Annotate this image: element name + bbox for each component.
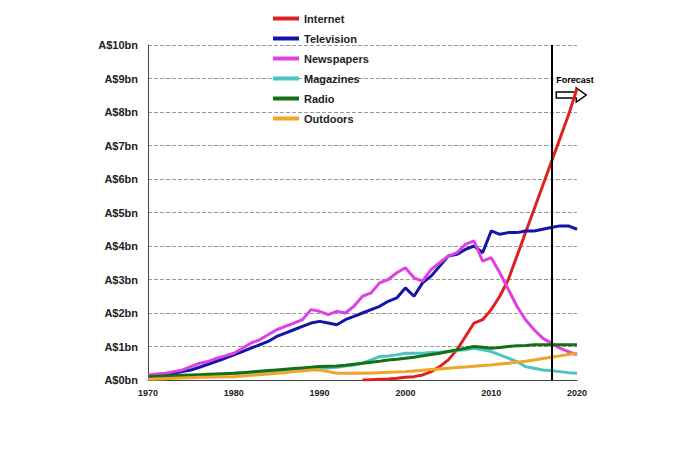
- svg-text:2010: 2010: [481, 388, 501, 398]
- svg-text:Radio: Radio: [304, 93, 335, 105]
- svg-text:A$3bn: A$3bn: [104, 274, 138, 286]
- svg-text:2020: 2020: [567, 388, 587, 398]
- svg-text:Television: Television: [304, 33, 357, 45]
- svg-text:Outdoors: Outdoors: [304, 113, 354, 125]
- svg-text:A$8bn: A$8bn: [104, 106, 138, 118]
- svg-text:Newspapers: Newspapers: [304, 53, 369, 65]
- svg-text:A$0bn: A$0bn: [104, 374, 138, 386]
- svg-text:A$10bn: A$10bn: [98, 39, 138, 51]
- svg-text:A$7bn: A$7bn: [104, 140, 138, 152]
- svg-text:Magazines: Magazines: [304, 73, 360, 85]
- svg-text:Forecast: Forecast: [556, 75, 594, 85]
- svg-text:A$1bn: A$1bn: [104, 341, 138, 353]
- svg-text:1970: 1970: [138, 388, 158, 398]
- svg-text:A$9bn: A$9bn: [104, 73, 138, 85]
- svg-text:A$4bn: A$4bn: [104, 240, 138, 252]
- svg-text:2000: 2000: [395, 388, 415, 398]
- svg-text:1990: 1990: [310, 388, 330, 398]
- svg-text:Internet: Internet: [304, 13, 345, 25]
- svg-text:A$5bn: A$5bn: [104, 207, 138, 219]
- svg-text:A$6bn: A$6bn: [104, 173, 138, 185]
- svg-text:A$2bn: A$2bn: [104, 307, 138, 319]
- svg-text:1980: 1980: [224, 388, 244, 398]
